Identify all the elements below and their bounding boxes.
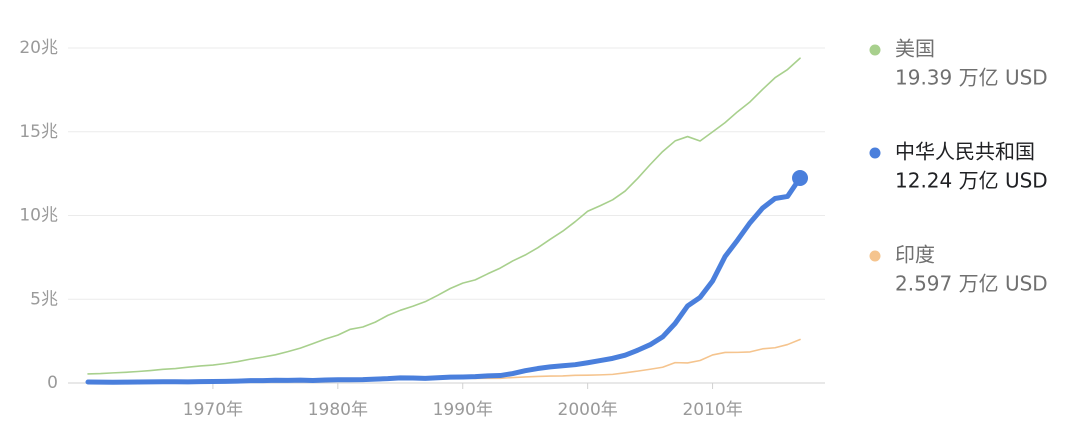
y-tick-label: 5兆 bbox=[30, 289, 58, 309]
legend-marker bbox=[869, 44, 881, 56]
x-tick-label: 1990年 bbox=[433, 400, 493, 420]
legend-value: 19.39 万亿 USD bbox=[895, 66, 1048, 90]
legend-item: 美国 19.39 万亿 USD bbox=[869, 37, 1048, 90]
legend-item: 中华人民共和国 12.24 万亿 USD bbox=[869, 140, 1048, 193]
plot bbox=[85, 57, 809, 385]
x-tick-label: 2010年 bbox=[682, 400, 742, 420]
x-tick-label: 2000年 bbox=[558, 400, 618, 420]
y-tick-label: 10兆 bbox=[19, 206, 58, 226]
legend: 美国 19.39 万亿 USD 中华人民共和国 12.24 万亿 USD 印度 2.597… bbox=[869, 37, 1048, 296]
y-tick-label: 0 bbox=[47, 373, 58, 393]
legend-marker bbox=[869, 250, 881, 262]
legend-item: 印度 2.597 万亿 USD bbox=[869, 243, 1048, 296]
y-tick-label: 20兆 bbox=[19, 38, 58, 58]
legend-value: 12.24 万亿 USD bbox=[895, 169, 1048, 193]
legend-label: 印度 bbox=[895, 243, 935, 267]
legend-label: 美国 bbox=[895, 37, 935, 61]
series-line bbox=[87, 57, 801, 375]
legend-label: 中华人民共和国 bbox=[895, 140, 1035, 164]
legend-marker bbox=[869, 147, 881, 159]
legend-value: 2.597 万亿 USD bbox=[895, 272, 1048, 296]
y-tick-label: 15兆 bbox=[19, 122, 58, 142]
x-tick-label: 1980年 bbox=[308, 400, 368, 420]
series-line bbox=[85, 175, 803, 385]
end-point bbox=[792, 169, 809, 186]
grid: 0 5兆 10兆 15兆 20兆 1970年 1980年 1990年 2000年 2010年 bbox=[19, 38, 825, 420]
x-tick-label: 1970年 bbox=[183, 400, 243, 420]
